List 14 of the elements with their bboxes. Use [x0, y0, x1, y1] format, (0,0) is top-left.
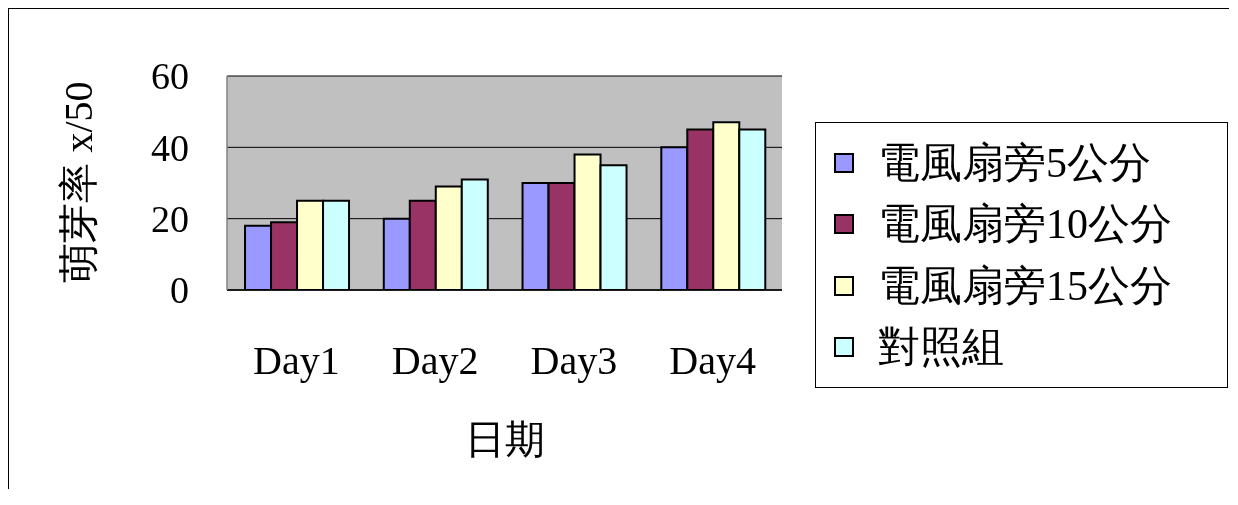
- y-axis-title: 萌芽率 x/50: [56, 81, 101, 283]
- x-tick-label: Day4: [669, 338, 756, 384]
- legend-label: 對照組: [878, 323, 1004, 370]
- y-tick-label: 20: [151, 198, 189, 241]
- legend-label: 電風扇旁15公分: [878, 262, 1172, 309]
- y-tick-label: 40: [151, 126, 189, 169]
- x-tick-label: Day1: [253, 338, 340, 384]
- x-axis-title: 日期: [464, 417, 545, 462]
- legend-label: 電風扇旁5公分: [878, 140, 1151, 187]
- y-tick-label: 0: [170, 269, 189, 312]
- y-tick-label: 60: [151, 55, 189, 98]
- x-tick-label: Day3: [530, 338, 618, 384]
- legend-label: 電風扇旁10公分: [878, 201, 1172, 248]
- x-tick-label: Day2: [391, 338, 479, 384]
